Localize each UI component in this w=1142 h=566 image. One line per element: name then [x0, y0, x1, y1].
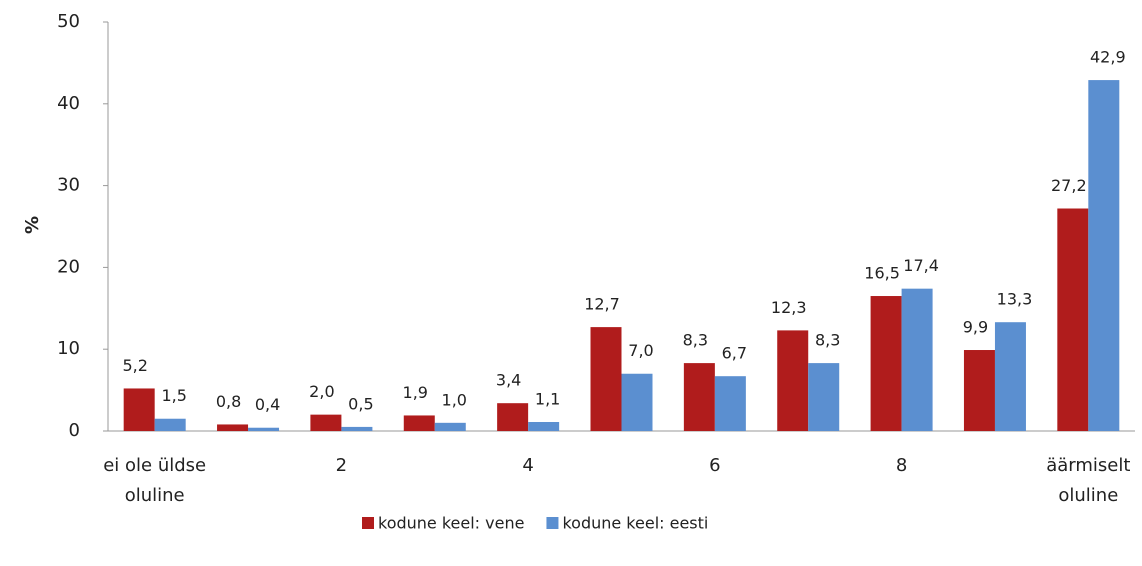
x-tick-label: 4: [522, 455, 533, 476]
value-label: 1,1: [535, 390, 560, 409]
y-tick-label: 50: [57, 11, 80, 32]
value-label: 12,7: [584, 295, 620, 314]
value-label: 1,9: [403, 383, 428, 402]
bar: [621, 373, 653, 431]
x-tick-label: äärmiselt oluline: [1046, 455, 1130, 506]
legend-swatch: [362, 517, 374, 529]
bar: [123, 388, 155, 431]
bar: [777, 330, 809, 431]
bar: [341, 426, 373, 431]
value-label: 1,0: [442, 390, 467, 409]
value-label: 12,3: [771, 298, 807, 317]
x-tick-label: 8: [896, 455, 907, 476]
bar: [683, 363, 715, 431]
value-label: 0,8: [216, 392, 241, 411]
value-label: 0,5: [348, 394, 373, 413]
value-label: 9,9: [963, 318, 988, 337]
bar: [1088, 80, 1120, 431]
x-tick-label: 6: [709, 455, 720, 476]
legend-label: kodune keel: vene: [378, 514, 524, 533]
value-label: 5,2: [122, 356, 147, 375]
bar: [403, 415, 435, 431]
value-label: 8,3: [683, 331, 708, 350]
value-label: 7,0: [628, 341, 653, 360]
bar: [1057, 208, 1089, 431]
x-tick-label: 2: [336, 455, 347, 476]
value-label: 1,5: [161, 386, 186, 405]
value-label: 0,4: [255, 395, 280, 414]
bar: [154, 418, 186, 431]
bar: [528, 422, 560, 431]
y-axis-label: %: [22, 216, 43, 234]
bar: [217, 424, 249, 431]
bar: [963, 350, 995, 431]
bar: [497, 403, 529, 431]
value-label: 8,3: [815, 331, 840, 350]
bar: [248, 427, 280, 431]
bar: [901, 288, 933, 431]
bar: [714, 376, 746, 431]
x-tick-label: ei ole üldse oluline: [103, 455, 206, 506]
y-tick-label: 40: [57, 93, 80, 114]
bar: [310, 414, 342, 431]
bar: [994, 322, 1026, 431]
legend-label: kodune keel: eesti: [562, 514, 708, 533]
bar: [870, 296, 902, 431]
bar: [434, 422, 466, 431]
value-label: 16,5: [864, 264, 900, 283]
value-label: 6,7: [722, 344, 747, 363]
bar: [808, 363, 840, 431]
y-tick-label: 10: [57, 338, 80, 359]
value-label: 17,4: [903, 256, 939, 275]
legend-swatch: [546, 517, 559, 529]
bar: [590, 327, 622, 431]
y-tick-label: 20: [57, 256, 80, 277]
value-label: 27,2: [1051, 176, 1087, 195]
value-label: 3,4: [496, 371, 521, 390]
value-label: 42,9: [1090, 48, 1126, 67]
value-label: 13,3: [997, 290, 1033, 309]
y-tick-label: 0: [69, 420, 80, 441]
value-label: 2,0: [309, 382, 334, 401]
y-tick-label: 30: [57, 175, 80, 196]
